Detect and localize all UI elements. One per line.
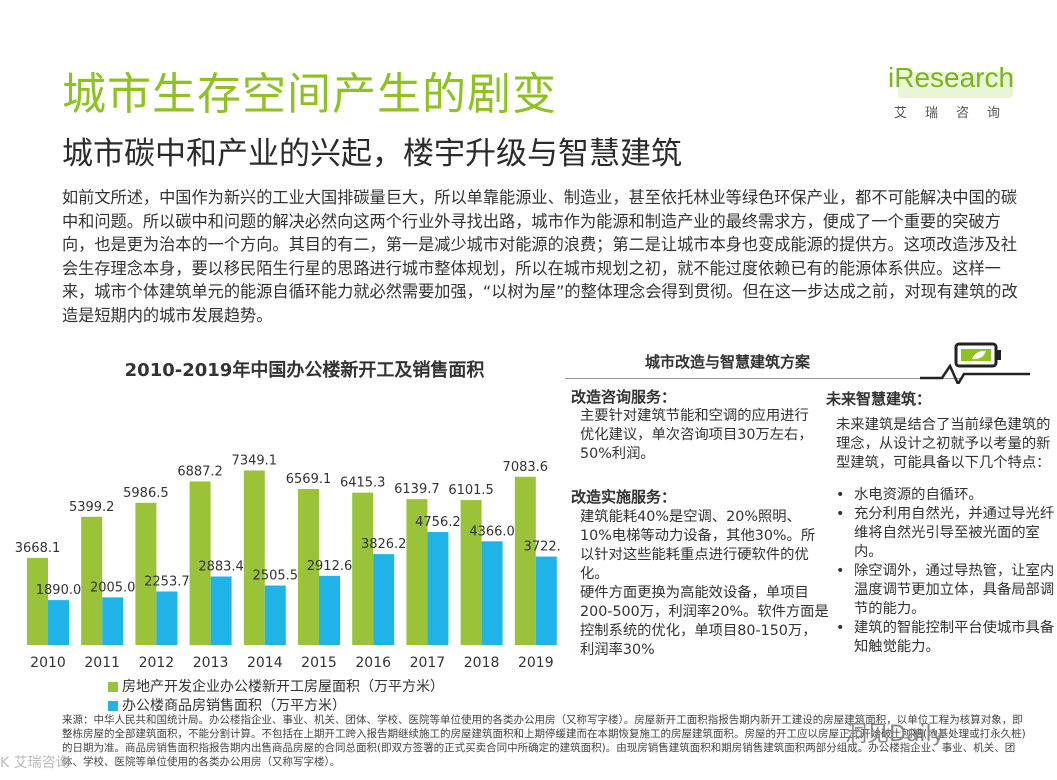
x-tick-label: 2015 [301,655,337,670]
consult-text: 主要针对建筑节能和空调的应用进行优化建议，单次咨询项目30万左右，50%利润。 [580,408,813,462]
implement-text-2: 硬件方面更换为高能效设备，单项目200-500万，利润率20%。软件方面是控制系… [580,585,829,658]
legend-swatch-blue [108,701,118,711]
data-label: 3722.8 [524,540,560,555]
x-tick-label: 2011 [84,655,120,670]
watermark: 洞见Daily [845,722,945,747]
panel-title: 城市改造与智慧建筑方案 [645,353,811,371]
panel-header: 城市改造与智慧建筑方案 [565,346,961,379]
x-tick-label: 2010 [30,655,66,670]
bar-sales [102,597,124,645]
list-item: 除空调外，通过导热管，让室内温度调节更加立体，具备局部调节的能力。 [832,562,1057,619]
data-label: 6101.5 [448,483,494,498]
data-label: 4756.2 [415,515,461,530]
data-label: 7083.6 [503,460,549,475]
watermark-bottom-left: K 艾瑞咨询 [0,755,70,771]
bar-new-construction [406,499,428,645]
bar-new-construction [135,502,157,645]
bar-new-construction [352,492,374,645]
data-label: 3668.1 [15,541,61,556]
future-title: 未来智慧建筑： [826,390,932,408]
legend-item-sales: 办公楼商品房销售面积（万平方米） [108,695,346,715]
bar-new-construction [243,470,265,645]
battery-leaf-icon [920,342,1030,384]
list-item: 建筑的智能控制平台使城市具备知触觉能力。 [832,619,1057,657]
data-label: 2253.7 [144,574,190,589]
bar-new-construction [460,500,482,645]
data-label: 2912.6 [307,559,353,574]
data-label: 4366.0 [469,524,515,539]
bar-sales [427,532,449,645]
future-list: 水电资源的自循环。 充分利用自然光，并通过导光纤维将自然光引导至被光面的室内。 … [832,486,1057,657]
future-text: 未来建筑是结合了当前绿色建筑的理念，从设计之初就予以考量的新型建筑，可能具备以下… [836,417,1051,471]
data-label: 3826.2 [361,537,407,552]
data-label: 7349.1 [232,453,278,468]
bar-chart: 3668.1 1890.0 2010 5399.2 2005.0 2011 5986.5 22… [15,453,560,670]
bar-sales [373,554,395,645]
bar-new-construction [189,481,211,645]
logo-subtext: 艾瑞咨询 [894,106,1019,121]
data-label: 6569.1 [286,472,332,487]
legend-swatch-green [108,682,118,692]
data-label: 6887.2 [177,464,223,479]
list-item: 充分利用自然光，并通过导光纤维将自然光引导至被光面的室内。 [832,505,1057,562]
bar-sales [210,576,232,645]
bar-sales [319,575,340,645]
page-title: 城市生存空间产生的剧变 [62,69,557,120]
x-tick-label: 2013 [193,655,229,670]
bar-new-construction [27,557,48,645]
consult-title: 改造咨询服务： [571,388,677,406]
x-tick-label: 2016 [355,655,391,670]
page-subtitle: 城市碳中和产业的兴起，楼宇升级与智慧建筑 [62,136,682,172]
bar-sales [535,556,557,645]
legend-label: 房地产开发企业办公楼新开工房屋面积（万平方米） [122,679,444,695]
data-label: 6415.3 [340,476,386,491]
source-note: 来源：中华人民共和国统计局。办公楼指企业、事业、机关、团体、学校、医院等单位使用… [62,714,1026,768]
x-tick-label: 2019 [518,655,554,670]
implement-title: 改造实施服务： [571,488,677,506]
x-tick-label: 2018 [464,655,500,670]
data-label: 1890.0 [36,583,82,598]
bar-sales [48,600,69,645]
x-tick-label: 2012 [139,655,175,670]
bar-new-construction [298,488,319,645]
legend-item-new-construction: 房地产开发企业办公楼新开工房屋面积（万平方米） [108,676,444,696]
legend-label: 办公楼商品房销售面积（万平方米） [122,698,346,714]
bar-new-construction [514,476,536,645]
logo-highlight [898,72,1013,98]
intro-paragraph: 如前文所述，中国作为新兴的工业大国排碳量巨大，所以单靠能源业、制造业，甚至依托林… [62,188,1018,325]
x-tick-label: 2017 [410,655,446,670]
iresearch-logo: iResearch 艾瑞咨询 [888,62,1028,126]
bar-sales [264,585,286,645]
logo-text: iResearch [888,62,1015,93]
bar-new-construction [81,516,103,645]
list-item: 水电资源的自循环。 [832,486,1057,505]
data-label: 6139.7 [394,482,440,497]
bar-sales [481,541,503,645]
data-label: 5986.5 [123,486,169,501]
data-label: 5399.2 [69,500,115,515]
data-label: 2505.5 [253,568,299,583]
data-label: 2883.4 [198,560,244,575]
x-tick-label: 2014 [247,655,283,670]
chart-title: 2010-2019年中国办公楼新开工及销售面积 [124,360,485,381]
bar-sales [156,591,178,645]
data-label: 2005.0 [90,580,136,595]
implement-text-1: 建筑能耗40%是空调、20%照明、10%电梯等动力设备，其他30%。所以针对这些… [580,509,816,582]
